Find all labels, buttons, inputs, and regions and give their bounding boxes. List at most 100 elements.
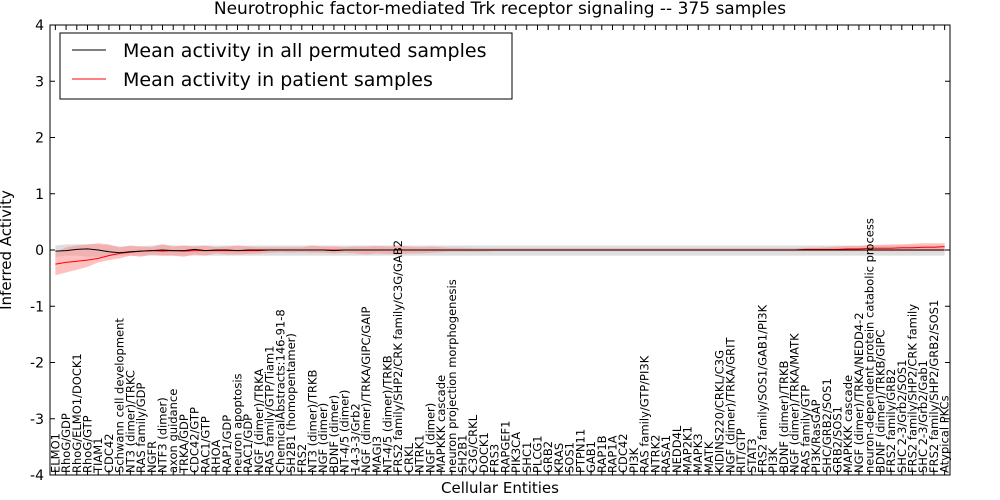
- y-tick-label: 3: [35, 74, 44, 90]
- x-tick-label: ELMO1: [48, 433, 62, 473]
- x-tick-label: RhoG/GTP: [81, 415, 95, 473]
- x-tick-label: BDNF (dimer)/TRKB/GIPC: [873, 329, 887, 473]
- x-tick-label: PI3K/RasGAP: [809, 399, 823, 473]
- x-tick-label: RIT/GTP: [734, 428, 748, 473]
- x-tick-label: NTF3 (dimer): [156, 397, 170, 473]
- x-tick-label: RAP1/GDP: [220, 415, 234, 473]
- x-tick-label: FRS2: [295, 444, 309, 473]
- x-tick-label: NGF (dimer)/TRKA/GIPC/GAIP: [359, 306, 373, 473]
- y-tick-label: -3: [30, 412, 44, 428]
- x-tick-label: FRS2 family/SHP2/GRB2/SOS1: [927, 300, 941, 473]
- x-tick-label: Atypical PKCs: [938, 395, 952, 473]
- x-tick-label: NTRK1: [413, 435, 427, 473]
- y-tick-label: 1: [35, 187, 44, 203]
- y-tick-label: -1: [30, 299, 44, 315]
- x-tick-label: NGF (dimer)/TRKA/NEDD4-2: [852, 312, 866, 473]
- x-tick-label: PLCG1: [531, 435, 545, 473]
- x-tick-label: TRKA/GDP: [177, 414, 191, 474]
- x-tick-label: neuron apoptosis: [231, 373, 245, 473]
- x-tick-label: Schwann cell development: [113, 318, 127, 473]
- x-tick-label: MAPKKK cascade: [841, 375, 855, 473]
- x-tick-label: RASA1: [659, 435, 673, 473]
- y-tick-label: -2: [30, 356, 44, 372]
- x-tick-label: axon guidance: [166, 389, 180, 473]
- x-tick-label: CDC42: [616, 433, 630, 473]
- y-tick-label: -4: [30, 468, 44, 484]
- x-ticks: [54, 25, 946, 475]
- x-tick-label: STAT3: [745, 438, 759, 473]
- x-tick-label: NT-4/5 (dimer)/TRKB: [381, 355, 395, 473]
- x-tick-label: GRB2: [541, 441, 555, 473]
- x-tick-label: SHC 2-3/Grb2/SOS1: [895, 360, 909, 473]
- legend-label-patient: Mean activity in patient samples: [123, 69, 433, 91]
- x-tick-label: TIAM1: [91, 437, 105, 474]
- x-tick-label: FRS2 family/SOS1/GAB1/PI3K: [756, 304, 770, 473]
- x-tick-label: RAP1A: [606, 435, 620, 473]
- x-tick-label: MAPKKK cascade: [434, 375, 448, 473]
- x-tick-label: NGF (dimer)/TRKA/GRIT: [723, 336, 737, 473]
- plot-frame: [49, 24, 951, 476]
- x-tick-label: PTPN11: [573, 429, 587, 473]
- y-axis-label: Inferred Activity: [0, 190, 15, 310]
- x-tick-label: FRS2 family/GRB2: [884, 369, 898, 473]
- x-tick-label: ChemicalAbstracts:146-91-8: [273, 309, 287, 473]
- x-tick-label: KIDINS220/CRKL/C3G: [713, 350, 727, 473]
- x-tick-label: NEDD4L: [670, 425, 684, 473]
- permuted-series-line: [55, 248, 945, 254]
- y-tick-label: 0: [35, 243, 44, 259]
- x-tick-label: MATK: [702, 441, 716, 473]
- x-tick-label: RAS family/GTP: [798, 385, 812, 473]
- x-tick-label: RhoG/GDP: [59, 413, 73, 473]
- x-tick-label: MAP2K1: [681, 426, 695, 473]
- x-tick-label: neuron-dependent protein catabolic proce…: [863, 218, 877, 473]
- x-tick-label: NT-4/5 (dimer): [338, 390, 352, 473]
- x-tick-label: NT3 (dimer)/TRKC: [123, 370, 137, 473]
- x-tick-label: RAC1/GDP: [241, 414, 255, 473]
- legend: Mean activity in all permuted samples Me…: [59, 32, 513, 100]
- x-tick-label: NT3 (dimer)/TRKB: [306, 369, 320, 473]
- x-tick-label: RAS family/GTP/Tiam1: [263, 346, 277, 473]
- x-tick-label: C3G/CRKL: [466, 414, 480, 473]
- x-tick-label: NGFR: [145, 441, 159, 473]
- x-tick-label: NGF (dimer)/TRKA: [252, 369, 266, 473]
- x-tick-label: RhoG/ELMO1/DOCK1: [70, 353, 84, 473]
- x-tick-label: SH2B1: [456, 435, 470, 473]
- x-tick-label: PI3K: [627, 447, 641, 473]
- x-tick-label: SHC 2-3/Grb2/Gab1: [916, 360, 930, 473]
- x-tick-label: CDC42: [102, 433, 116, 473]
- x-tick-label: RAPGEF1: [498, 421, 512, 473]
- x-tick-label: NGF (dimer): [423, 403, 437, 473]
- x-tick-label: BDNF (dimer)/TRKB: [777, 360, 791, 473]
- x-tick-label: CRKL: [402, 442, 416, 473]
- x-tick-label: FRS2 family/SHP2/CRK family/C3G/GAB2: [391, 240, 405, 473]
- x-tick-label: CDC42/GTP: [188, 407, 202, 473]
- x-tick-label: DOCK1: [477, 432, 491, 473]
- x-tick-label: MAPK3: [691, 433, 705, 473]
- y-tick-label: 4: [35, 18, 44, 34]
- y-ticks: -4 -3 -2 -1 0 1 2 3 4: [30, 18, 950, 484]
- legend-box: [59, 32, 513, 100]
- x-tick-label: SHC/GRB2/SOS1: [820, 378, 834, 473]
- x-tick-label: MAGI3: [370, 436, 384, 473]
- x-tick-label: NGF (dimer)/TRKA/MATK: [788, 333, 802, 473]
- legend-label-permuted: Mean activity in all permuted samples: [123, 40, 486, 62]
- x-tick-label: SOS1: [563, 442, 577, 473]
- x-tick-label: GAB1: [584, 441, 598, 473]
- x-tick-label: FRS3: [488, 444, 502, 473]
- x-tick-labels: ELMO1RhoG/GDPRhoG/ELMO1/DOCK1RhoG/GTPTIA…: [48, 218, 951, 474]
- spread-bands: [55, 243, 945, 276]
- x-tick-label: RHOA: [209, 440, 223, 473]
- x-tick-label: RAS family/GDP: [134, 383, 148, 473]
- x-tick-label: neuron projection morphogenesis: [445, 279, 459, 473]
- x-tick-label: PIK3CA: [509, 432, 523, 473]
- series-lines: [55, 246, 945, 265]
- x-tick-label: SH2B1 (homopentamer): [284, 333, 298, 473]
- x-tick-label: KRAS: [552, 443, 566, 473]
- chart-title: Neurotrophic factor-mediated Trk recepto…: [214, 0, 786, 19]
- x-tick-label: FRS2 family/SHP2/CRK family: [906, 304, 920, 473]
- x-tick-label: NTRK2: [648, 435, 662, 473]
- x-tick-label: SHC1: [520, 442, 534, 473]
- x-tick-label: GRB2/SOS1: [831, 406, 845, 473]
- x-axis-label: Cellular Entities: [441, 479, 559, 497]
